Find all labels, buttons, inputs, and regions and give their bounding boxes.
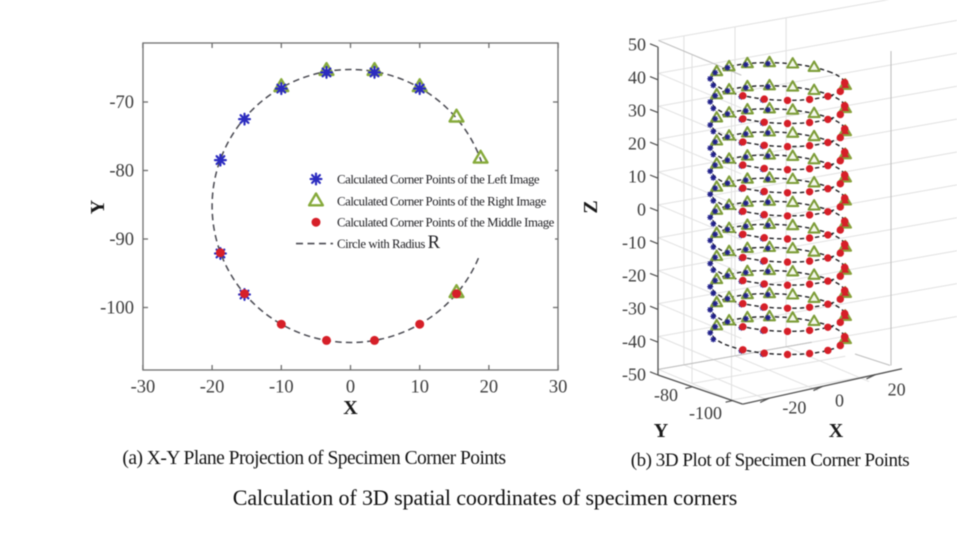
svg-text:X: X bbox=[829, 420, 844, 442]
svg-text:(a) X-Y Plane Projection of Sp: (a) X-Y Plane Projection of Specimen Cor… bbox=[122, 448, 505, 469]
svg-text:10: 10 bbox=[628, 167, 646, 187]
svg-text:20: 20 bbox=[628, 134, 646, 154]
svg-text:-40: -40 bbox=[622, 331, 646, 351]
svg-text:-20: -20 bbox=[622, 265, 646, 285]
svg-text:-30: -30 bbox=[131, 378, 156, 398]
svg-text:0: 0 bbox=[637, 199, 646, 219]
svg-text:X: X bbox=[343, 397, 358, 419]
svg-text:50: 50 bbox=[628, 35, 646, 55]
svg-text:-20: -20 bbox=[782, 398, 806, 418]
svg-text:0: 0 bbox=[835, 391, 844, 411]
svg-text:-100: -100 bbox=[100, 299, 134, 319]
svg-text:-20: -20 bbox=[200, 378, 225, 398]
svg-text:40: 40 bbox=[628, 68, 646, 88]
svg-text:-90: -90 bbox=[109, 230, 134, 250]
svg-text:30: 30 bbox=[628, 101, 646, 121]
svg-text:20: 20 bbox=[888, 380, 906, 400]
svg-text:20: 20 bbox=[480, 378, 499, 398]
svg-text:Calculated Corner Points of th: Calculated Corner Points of the Middle I… bbox=[337, 216, 555, 230]
svg-text:-10: -10 bbox=[622, 232, 646, 252]
svg-text:-80: -80 bbox=[109, 162, 134, 182]
svg-text:-80: -80 bbox=[654, 385, 678, 405]
svg-text:-10: -10 bbox=[269, 378, 294, 398]
svg-text:Calculated Corner Points of th: Calculated Corner Points of the Right Im… bbox=[337, 194, 547, 208]
svg-text:-30: -30 bbox=[622, 298, 646, 318]
svg-text:(b) 3D Plot of Specimen Corner: (b) 3D Plot of Specimen Corner Points bbox=[631, 450, 910, 471]
svg-text:-50: -50 bbox=[622, 364, 646, 384]
svg-text:-100: -100 bbox=[689, 403, 722, 423]
svg-text:Y: Y bbox=[654, 420, 669, 442]
svg-text:Circle with Radius R: Circle with Radius R bbox=[337, 232, 441, 253]
svg-text:Calculation of 3D spatial coor: Calculation of 3D spatial coordinates of… bbox=[233, 485, 737, 510]
svg-text:-70: -70 bbox=[109, 93, 134, 113]
svg-text:10: 10 bbox=[410, 378, 429, 398]
svg-text:Z: Z bbox=[580, 200, 602, 213]
svg-text:Y: Y bbox=[87, 199, 109, 214]
svg-text:0: 0 bbox=[346, 378, 355, 398]
svg-text:Calculated Corner Points of th: Calculated Corner Points of the Left Ima… bbox=[337, 173, 540, 187]
svg-text:30: 30 bbox=[549, 378, 568, 398]
